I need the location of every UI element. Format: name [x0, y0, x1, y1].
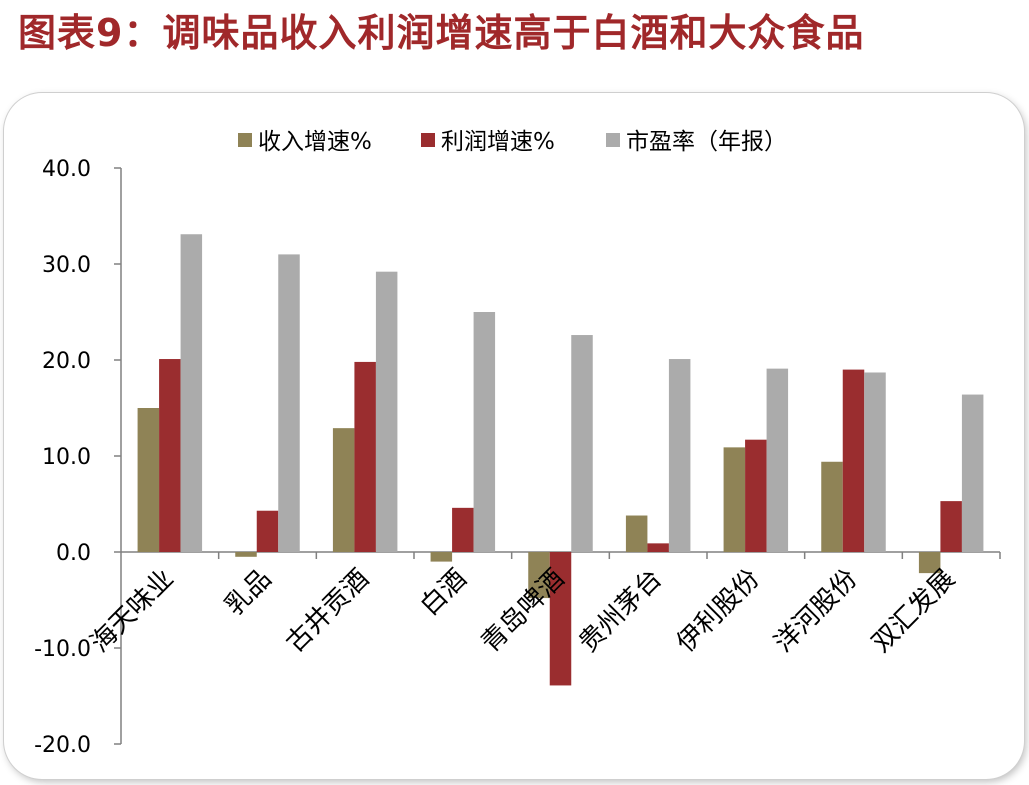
page-title: 图表9：调味品收入利润增速高于白酒和大众食品	[18, 11, 865, 55]
profit-growth-bar	[256, 510, 279, 552]
legend-label: 收入增速%	[258, 129, 372, 155]
y-tick-label: 0.0	[56, 541, 91, 566]
revenue-growth-bar	[723, 447, 746, 552]
revenue-growth-bar	[918, 552, 941, 574]
pe-ratio-bar	[278, 254, 300, 552]
profit-growth-bar	[549, 552, 572, 686]
revenue-growth-bar	[235, 552, 257, 557]
y-tick-label: -10.0	[34, 637, 91, 662]
pe-ratio-bar	[571, 335, 593, 552]
pe-ratio-bar	[864, 372, 886, 552]
y-tick-label: 30.0	[42, 253, 91, 278]
y-tick-label: 10.0	[42, 445, 91, 470]
pe-ratio-bar	[473, 312, 496, 552]
pe-ratio-bar	[180, 234, 203, 553]
pe-ratio-bar	[766, 368, 789, 552]
y-axis: 40.0 30.0 20.0 10.0 0.0 -10.0 -20.0	[34, 157, 122, 758]
pe-ratio-bar	[668, 359, 691, 552]
legend-label: 利润增速%	[441, 129, 555, 155]
bars	[137, 234, 984, 686]
profit-growth-bar	[354, 361, 376, 552]
y-tick-label: 40.0	[42, 157, 91, 182]
profit-growth-bar	[842, 369, 865, 552]
revenue-growth-bar	[528, 552, 550, 599]
legend-label: 市盈率（年报）	[626, 129, 787, 155]
revenue-growth-bar	[332, 428, 355, 552]
pe-ratio-bar	[375, 271, 398, 552]
y-tick-label: 20.0	[42, 349, 91, 374]
legend-swatch	[606, 133, 620, 147]
legend: 收入增速% 利润增速% 市盈率（年报）	[238, 129, 787, 155]
profit-growth-bar	[159, 359, 181, 552]
profit-growth-bar	[745, 439, 767, 552]
revenue-growth-bar	[430, 552, 453, 562]
revenue-growth-bar	[137, 408, 160, 552]
legend-swatch	[421, 133, 435, 147]
profit-growth-bar	[452, 507, 474, 552]
profit-growth-bar	[940, 501, 962, 552]
revenue-growth-bar	[821, 461, 843, 552]
profit-growth-bar	[647, 543, 669, 552]
legend-swatch	[238, 133, 252, 147]
revenue-growth-bar	[625, 515, 648, 552]
pe-ratio-bar	[961, 394, 984, 552]
y-tick-label: -20.0	[34, 733, 91, 758]
